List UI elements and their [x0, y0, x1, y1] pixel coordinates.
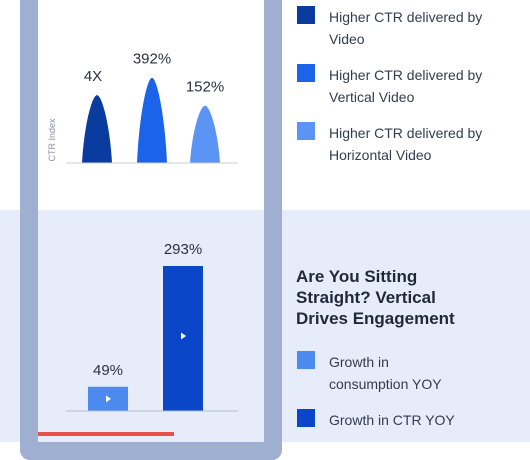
- bar-2: [163, 266, 203, 411]
- legend-swatch-vertical-video: [297, 64, 315, 82]
- peak-label-2: 392%: [133, 51, 171, 68]
- peak-label-1: 4X: [84, 68, 102, 85]
- heading-line-3: Drives Engagement: [296, 309, 455, 328]
- legend-item-ctr: Growth in CTR YOY: [297, 409, 455, 431]
- legend-swatch-video: [297, 6, 315, 24]
- heading-line-1: Are You Sitting: [296, 267, 418, 286]
- legend-label-consumption-line1: Growth in: [329, 354, 389, 370]
- legend-item-vertical-video: Higher CTR delivered by Vertical Video: [297, 64, 482, 108]
- bar-label-1: 49%: [93, 362, 123, 379]
- legend-label-vertical-line1: Higher CTR delivered by: [329, 67, 483, 83]
- legend-item-consumption: Growth in consumption YOY: [297, 351, 442, 395]
- legend-swatch-consumption: [297, 351, 315, 369]
- bar-label-2: 293%: [164, 241, 202, 258]
- peak-3: [190, 105, 220, 163]
- legend-label-consumption-line2: consumption YOY: [329, 376, 442, 392]
- phone-screen-bottom: [38, 210, 264, 442]
- progress-accent-line: [38, 432, 174, 436]
- play-icon: [106, 395, 111, 403]
- legend-item-video: Higher CTR delivered by Video: [297, 6, 482, 50]
- growth-bar-chart: 49% 293%: [66, 241, 238, 412]
- legend-label-ctr-line1: Growth in CTR YOY: [329, 412, 455, 428]
- peak-2: [137, 77, 167, 163]
- peak-label-3: 152%: [186, 79, 224, 96]
- legend-item-horizontal-video: Higher CTR delivered by Horizontal Video: [297, 122, 482, 166]
- legend-swatch-horizontal-video: [297, 122, 315, 140]
- section-heading: Are You Sitting Straight? Vertical Drive…: [296, 266, 516, 329]
- legend-label-vertical-line2: Vertical Video: [329, 89, 415, 105]
- play-icon: [181, 332, 186, 340]
- heading-line-2: Straight? Vertical: [296, 288, 436, 307]
- ctr-peak-chart: 4X 392% 152% CTR Index: [47, 51, 238, 164]
- legend-label-horizontal-line1: Higher CTR delivered by: [329, 125, 483, 141]
- legend-label-horizontal-line2: Horizontal Video: [329, 147, 432, 163]
- legend-label-video-line1: Higher CTR delivered by: [329, 9, 483, 25]
- legend-swatch-ctr: [297, 409, 315, 427]
- y-axis-label: CTR Index: [47, 118, 57, 162]
- peak-1: [82, 95, 112, 163]
- legend-label-video-line2: Video: [329, 31, 365, 47]
